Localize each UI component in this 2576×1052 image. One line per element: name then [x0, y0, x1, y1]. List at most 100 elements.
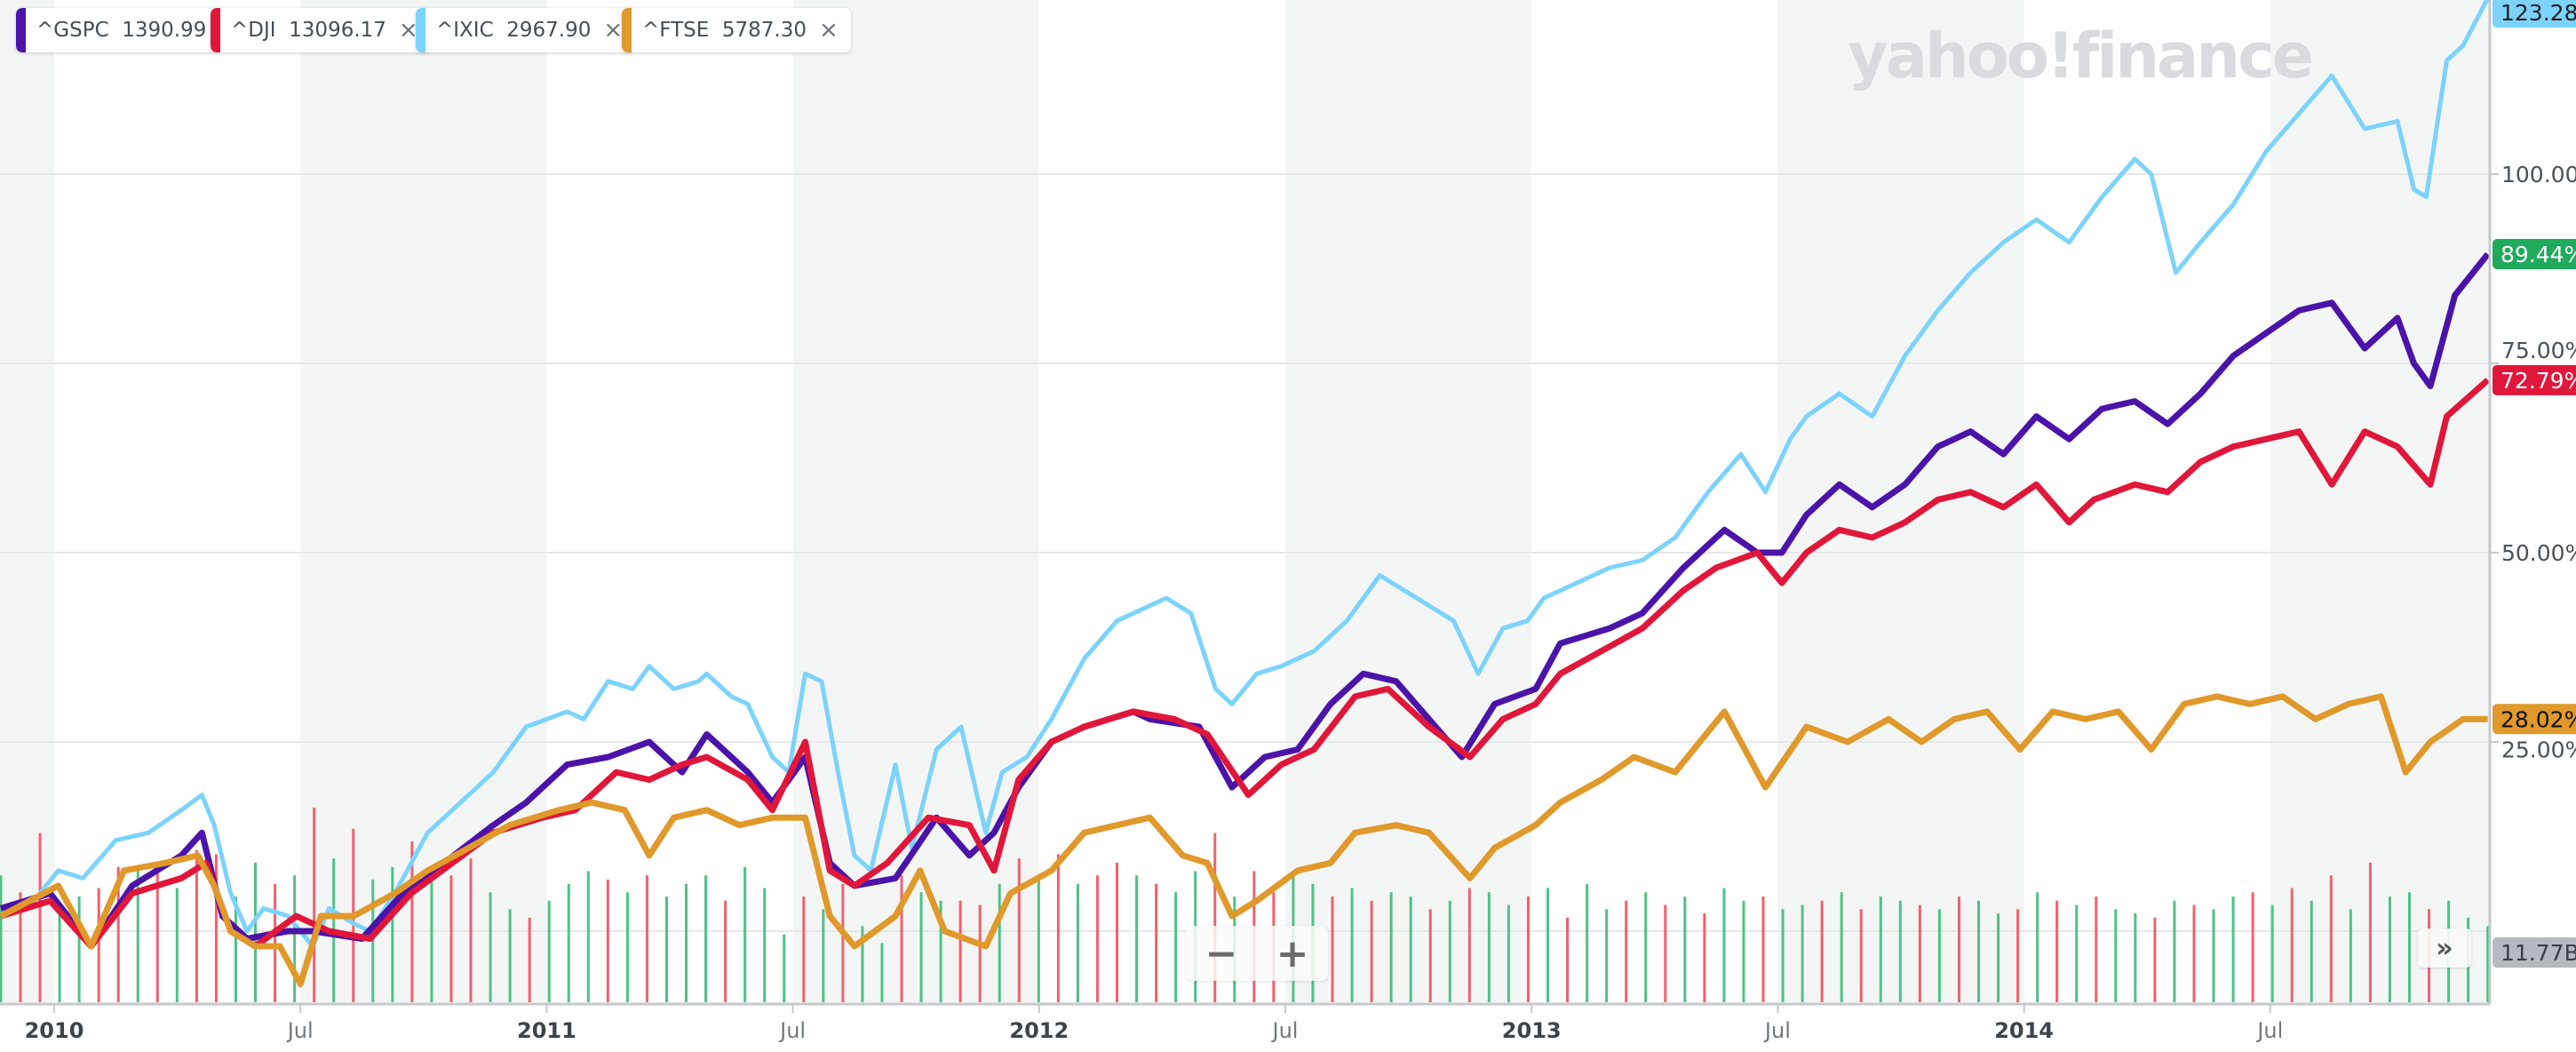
zoom-in-button[interactable]: + [1276, 930, 1309, 976]
volume-bar [116, 866, 120, 1002]
volume-bar [685, 883, 688, 1002]
volume-bar [410, 841, 414, 1002]
volume-bar [2290, 888, 2294, 1002]
volume-bar [841, 883, 845, 1002]
volume-bar [1095, 875, 1099, 1002]
volume-bar [0, 875, 3, 1002]
series-color-swatch [211, 8, 220, 52]
volume-bar [763, 888, 767, 1002]
close-icon[interactable]: × [398, 17, 418, 44]
legend-label: ^DJI 13096.17 [231, 19, 386, 42]
legend-chip-ftse[interactable]: ^FTSE 5787.30 × [622, 8, 851, 52]
last-value-label-ixic: 123.28% [2500, 0, 2576, 26]
volume-bar [1566, 917, 1570, 1002]
volume-bar [1526, 897, 1530, 1002]
volume-bar [2486, 926, 2490, 1002]
volume-bar [391, 866, 394, 1002]
x-tick-label: 2010 [25, 1018, 84, 1043]
series-color-swatch [16, 8, 26, 52]
volume-bar [449, 875, 453, 1002]
volume-bar [371, 879, 375, 1002]
volume-bar [1918, 905, 1921, 1002]
volume-label-bg [2493, 937, 2576, 968]
volume-bar [606, 879, 609, 1002]
close-icon[interactable]: × [819, 17, 839, 44]
legend-chip-gspc[interactable]: ^GSPC 1390.99 [16, 8, 219, 52]
volume-bar [2270, 905, 2274, 1002]
legend-label: ^GSPC 1390.99 [36, 19, 207, 42]
volume-bar [939, 900, 942, 1002]
volume-bar [136, 866, 139, 1002]
volume-bar [783, 934, 786, 1002]
close-icon[interactable]: × [603, 17, 624, 44]
volume-bar [1976, 900, 1980, 1002]
volume-bar [664, 897, 668, 1002]
volume-bar [1605, 909, 1609, 1002]
volume-bar [214, 854, 218, 1002]
volume-bar [586, 871, 590, 1002]
volume-bar [2231, 897, 2235, 1002]
volume-bar [1664, 905, 1667, 1002]
legend-chip-ixic[interactable]: ^IXIC 2967.90 × [416, 8, 636, 52]
volume-bar [1448, 900, 1451, 1002]
volume-bar [2329, 875, 2333, 1002]
volume-bar [2192, 905, 2196, 1002]
volume-bar [1076, 883, 1079, 1002]
volume-bar [195, 849, 198, 1002]
volume-bar [2055, 900, 2059, 1002]
volume-bar [1781, 909, 1785, 1002]
volume-bar [802, 897, 806, 1002]
y-axis: 123.28% 89.44% 72.79% 28.02% 11.77B 25.00% 50.… [2488, 0, 2576, 1004]
period-bands [0, 0, 2490, 1002]
volume-bar [528, 917, 531, 1002]
x-tick-label: Jul [286, 1018, 314, 1043]
volume-bar [1761, 897, 1765, 1002]
volume-bar [724, 900, 727, 1002]
last-value-label-gspc-bg [2493, 238, 2576, 269]
volume-last-label: 11.77B [2500, 940, 2576, 966]
x-tick-label: Jul [2255, 1018, 2283, 1043]
volume-bar [2095, 897, 2098, 1002]
last-value-label-ftse-bg [2493, 704, 2576, 735]
legend-chip-dji[interactable]: ^DJI 13096.17 × [211, 8, 431, 52]
volume-bar [155, 871, 159, 1002]
volume-bar [1409, 897, 1412, 1002]
volume-bar [2173, 900, 2176, 1002]
volume-bar [2310, 900, 2313, 1002]
volume-bar [469, 858, 473, 1002]
series-color-swatch [622, 8, 632, 52]
scroll-to-latest-button[interactable]: » [2418, 928, 2471, 968]
volume-bar [704, 875, 708, 1002]
period-band [2270, 0, 2490, 1002]
volume-bar [1859, 909, 1863, 1002]
period-band [1285, 0, 1532, 1002]
volume-bar [1135, 875, 1139, 1002]
volume-bar [2153, 917, 2157, 1002]
volume-bar [489, 892, 492, 1002]
volume-bar [822, 909, 825, 1002]
volume-bar [1389, 892, 1393, 1002]
volume-bar [998, 883, 1001, 1002]
volume-bar [1467, 888, 1471, 1002]
volume-bar [97, 888, 100, 1002]
volume-bar [1898, 900, 1902, 1002]
volume-bar [2075, 905, 2079, 1002]
volume-bar [234, 897, 237, 1002]
yahoo-finance-watermark: yahoo!finance [1848, 20, 2314, 92]
y-tick-label: 100.00% [2501, 162, 2576, 187]
zoom-out-button[interactable]: − [1205, 930, 1238, 976]
volume-bar [1428, 909, 1432, 1002]
volume-bar [1879, 897, 1882, 1002]
volume-bar [1683, 897, 1687, 1002]
volume-bar [293, 875, 297, 1002]
volume-bar [743, 866, 747, 1002]
volume-bar [1820, 900, 1824, 1002]
volume-bar [978, 905, 982, 1002]
volume-bar [567, 883, 570, 1002]
y-tick-label: 50.00% [2501, 540, 2576, 566]
volume-bar [1722, 888, 1726, 1002]
volume-bar [1037, 875, 1040, 1002]
x-tick-label: 2011 [517, 1018, 576, 1043]
volume-bar [1997, 913, 2000, 1002]
